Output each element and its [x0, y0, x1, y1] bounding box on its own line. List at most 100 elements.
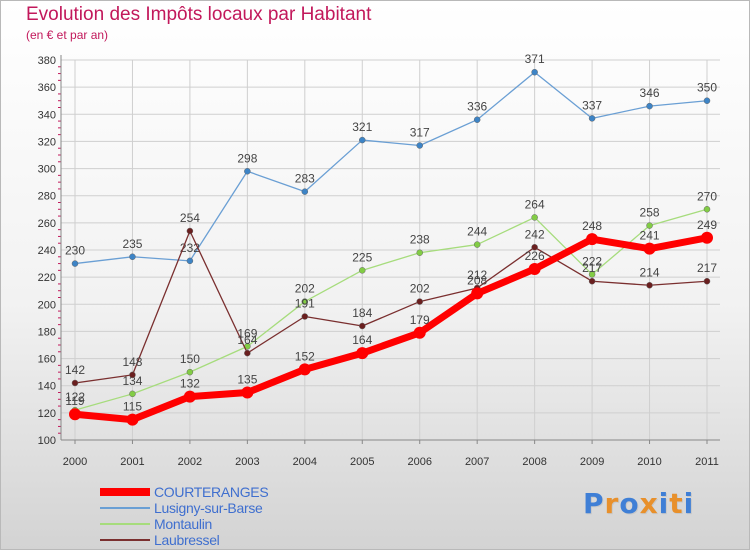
data-point-montaulin	[473, 241, 481, 248]
data-label-laubressel: 217	[697, 261, 717, 275]
data-point-courteranges	[528, 263, 541, 275]
data-label-laubressel: 212	[467, 268, 487, 282]
x-tick-label: 2004	[293, 456, 317, 468]
data-point-montaulin	[359, 267, 366, 274]
data-label-laubressel: 148	[122, 355, 142, 369]
data-point-courteranges	[643, 242, 656, 255]
legend-swatch	[100, 507, 150, 509]
data-label-montaulin: 225	[352, 250, 372, 264]
data-point-lusigny-sur-barse	[129, 253, 136, 261]
data-point-lusigny-sur-barse	[588, 115, 596, 122]
data-point-montaulin	[531, 214, 538, 221]
data-label-laubressel: 184	[352, 306, 372, 320]
data-point-montaulin	[646, 222, 653, 229]
x-tick-label: 2006	[407, 456, 431, 468]
data-point-lusigny-sur-barse	[301, 188, 309, 195]
data-point-laubressel	[531, 244, 538, 251]
data-label-lusigny-sur-barse: 298	[237, 151, 257, 165]
x-tick-label: 2002	[178, 456, 202, 468]
y-tick-label: 160	[38, 354, 56, 366]
data-point-laubressel	[129, 371, 136, 379]
data-label-courteranges: 208	[467, 273, 487, 287]
data-label-laubressel: 142	[65, 363, 85, 377]
x-tick-label: 2005	[350, 456, 374, 468]
data-label-montaulin: 169	[237, 326, 257, 340]
legend-item: Montaulin	[100, 516, 212, 532]
y-tick-label: 140	[38, 381, 56, 393]
data-label-laubressel: 191	[295, 297, 315, 311]
data-point-laubressel	[416, 298, 423, 305]
data-label-courteranges: 249	[697, 218, 717, 232]
data-label-montaulin: 270	[697, 189, 717, 203]
data-label-courteranges: 248	[582, 219, 602, 233]
data-point-montaulin	[186, 368, 194, 376]
x-tick-label: 2003	[235, 456, 259, 468]
legend-item: COURTERANGES	[100, 484, 269, 500]
data-point-laubressel	[703, 277, 711, 285]
x-tick-label: 2011	[695, 456, 719, 468]
data-label-laubressel: 202	[410, 282, 430, 296]
data-label-courteranges: 226	[525, 249, 545, 263]
data-point-lusigny-sur-barse	[646, 102, 653, 110]
data-label-lusigny-sur-barse: 350	[697, 81, 717, 95]
data-label-lusigny-sur-barse: 371	[525, 52, 545, 66]
data-label-courteranges: 179	[410, 313, 430, 327]
data-point-laubressel	[359, 322, 366, 330]
data-point-laubressel	[186, 227, 194, 235]
data-point-courteranges	[183, 390, 196, 403]
data-label-laubressel: 214	[640, 265, 660, 279]
x-tick-label: 2007	[465, 456, 489, 468]
data-point-lusigny-sur-barse	[186, 257, 194, 265]
data-point-courteranges	[241, 386, 254, 399]
y-tick-label: 100	[38, 435, 56, 447]
y-tick-label: 220	[38, 272, 56, 284]
y-tick-label: 240	[38, 245, 56, 257]
data-point-courteranges	[413, 326, 426, 339]
x-tick-label: 2009	[580, 456, 604, 468]
data-point-courteranges	[69, 408, 81, 421]
data-label-courteranges: 115	[123, 400, 142, 414]
data-label-courteranges: 135	[237, 373, 257, 387]
data-point-lusigny-sur-barse	[473, 116, 481, 123]
x-tick-label: 2008	[522, 456, 546, 468]
data-point-lusigny-sur-barse	[531, 68, 538, 76]
proxiti-logo: Proxiti	[583, 487, 695, 520]
data-label-montaulin: 222	[582, 254, 602, 268]
data-point-courteranges	[471, 287, 484, 300]
data-point-courteranges	[126, 413, 139, 426]
data-point-montaulin	[301, 298, 309, 305]
data-label-laubressel: 254	[180, 211, 200, 225]
data-label-lusigny-sur-barse: 346	[640, 86, 660, 100]
data-label-courteranges: 241	[640, 229, 660, 243]
y-tick-label: 120	[38, 408, 56, 420]
data-label-lusigny-sur-barse: 336	[467, 100, 487, 114]
series-line-montaulin	[74, 208, 708, 411]
data-label-laubressel: 217	[582, 261, 602, 275]
data-point-lusigny-sur-barse	[244, 168, 251, 175]
data-point-montaulin	[416, 249, 423, 256]
y-tick-label: 180	[38, 326, 56, 338]
data-label-lusigny-sur-barse: 321	[352, 120, 372, 134]
data-point-laubressel	[244, 349, 251, 357]
data-label-lusigny-sur-barse: 317	[410, 126, 430, 140]
data-label-montaulin: 258	[640, 206, 660, 220]
data-label-courteranges: 164	[352, 333, 372, 347]
data-label-courteranges: 119	[65, 394, 84, 408]
legend-item: Lusigny-sur-Barse	[100, 500, 263, 516]
data-label-montaulin: 244	[467, 225, 487, 239]
y-tick-label: 200	[38, 299, 56, 311]
x-tick-label: 2001	[120, 456, 144, 468]
legend-label: Montaulin	[154, 516, 213, 532]
data-point-courteranges	[298, 363, 311, 376]
series-line-lusigny-sur-barse	[74, 71, 708, 265]
data-point-courteranges	[701, 231, 713, 244]
chart-subtitle: (en € et par an)	[26, 28, 109, 42]
data-label-montaulin: 134	[122, 374, 142, 388]
data-point-montaulin	[703, 206, 711, 213]
data-label-lusigny-sur-barse: 337	[582, 98, 602, 112]
x-tick-label: 2000	[63, 456, 87, 468]
data-point-lusigny-sur-barse	[416, 142, 423, 149]
data-point-laubressel	[301, 313, 309, 320]
data-point-laubressel	[646, 282, 653, 289]
